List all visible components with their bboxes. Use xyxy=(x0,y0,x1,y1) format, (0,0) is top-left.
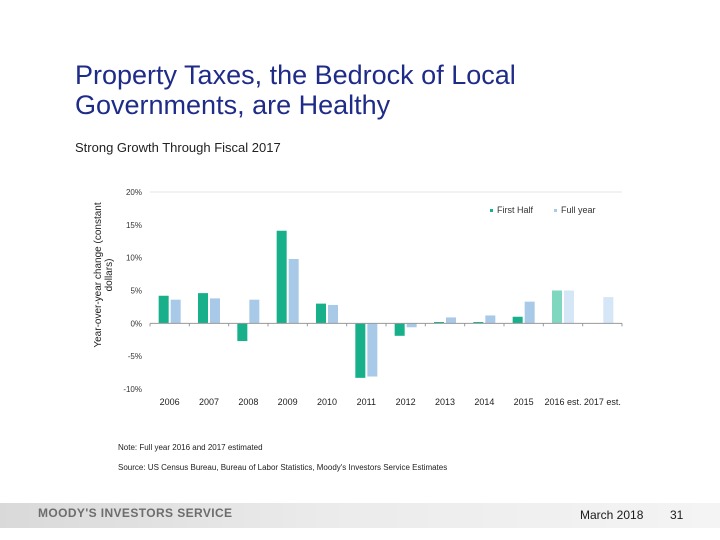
bar-first-half-2012 xyxy=(394,323,405,336)
y-tick-label: 5% xyxy=(130,287,142,296)
x-tick-label: 2017 est. xyxy=(584,397,621,407)
y-tick-label: 10% xyxy=(126,254,142,263)
bar-full-year-2013 xyxy=(446,317,456,324)
x-tick-label: 2013 xyxy=(435,397,455,407)
legend-label-full-year: Full year xyxy=(561,205,596,215)
bar-full-year-2015 xyxy=(524,301,535,324)
bar-first-half-2006 xyxy=(158,295,169,324)
legend-swatch-full-year xyxy=(554,209,557,213)
bar-first-half-2008 xyxy=(237,323,248,342)
page-number: 31 xyxy=(670,508,684,522)
y-tick-label: 20% xyxy=(126,188,142,197)
bar-first-half-2013 xyxy=(434,322,444,324)
y-tick-label: 15% xyxy=(126,221,142,230)
footer-bar xyxy=(0,503,720,528)
bar-first-half-2009 xyxy=(276,230,287,324)
bar-full-year-2010 xyxy=(328,304,338,324)
bar-first-half-2007 xyxy=(198,293,208,324)
y-tick-label: -5% xyxy=(128,352,142,361)
x-tick-label: 2010 xyxy=(317,397,337,407)
bar-full-year-2014 xyxy=(485,315,496,324)
x-tick-label: 2014 xyxy=(474,397,494,407)
legend-item-first-half: First Half xyxy=(490,205,533,215)
slide-title-line-1: Property Taxes, the Bedrock of Local xyxy=(75,60,516,90)
x-tick-label: 2008 xyxy=(238,397,258,407)
bar-full-year-2016est xyxy=(564,290,574,324)
bar-full-year-2017est xyxy=(603,297,614,324)
x-tick-label: 2015 xyxy=(514,397,534,407)
chart-source: Source: US Census Bureau, Bureau of Labo… xyxy=(118,463,448,472)
bar-full-year-2012 xyxy=(406,323,417,328)
bar-first-half-2011 xyxy=(355,323,366,378)
legend-swatch-first-half xyxy=(490,209,493,213)
bar-first-half-2010 xyxy=(316,303,326,324)
bar-first-half-2014 xyxy=(473,322,484,324)
bar-first-half-2016est xyxy=(552,290,562,324)
y-tick-label: 0% xyxy=(130,319,142,328)
y-axis-label: Year-over-year change (constantdollars) xyxy=(93,202,115,347)
bar-full-year-2009 xyxy=(288,258,299,324)
bar-chart: 20% 15% 10% 5% 0% -5% -10% Year-over-year chang… xyxy=(93,188,623,407)
footer-date: March 2018 xyxy=(580,508,644,522)
chart-note: Note: Full year 2016 and 2017 estimated xyxy=(118,443,263,452)
legend-label-first-half: First Half xyxy=(497,205,533,215)
bar-full-year-2008 xyxy=(249,299,260,324)
x-tick-label: 2006 xyxy=(160,397,180,407)
legend-item-full-year: Full year xyxy=(554,205,596,215)
bar-full-year-2006 xyxy=(170,299,181,324)
y-tick-label: -10% xyxy=(123,385,142,394)
slide-title-line-2: Governments, are Healthy xyxy=(75,90,391,120)
x-tick-label: 2012 xyxy=(396,397,416,407)
x-tick-label: 2011 xyxy=(357,397,376,407)
bar-full-year-2011 xyxy=(367,323,378,377)
chart-subtitle: Strong Growth Through Fiscal 2017 xyxy=(75,140,281,155)
slide-title: Property Taxes, the Bedrock of Local Gov… xyxy=(75,60,675,120)
x-tick-label: 2009 xyxy=(278,397,298,407)
x-tick-label: 2007 xyxy=(199,397,219,407)
x-tick-label: 2016 est. xyxy=(544,397,581,407)
bar-full-year-2007 xyxy=(210,298,220,324)
brand-logo: MOODY'S INVESTORS SERVICE xyxy=(38,506,233,520)
bar-first-half-2015 xyxy=(512,316,523,324)
